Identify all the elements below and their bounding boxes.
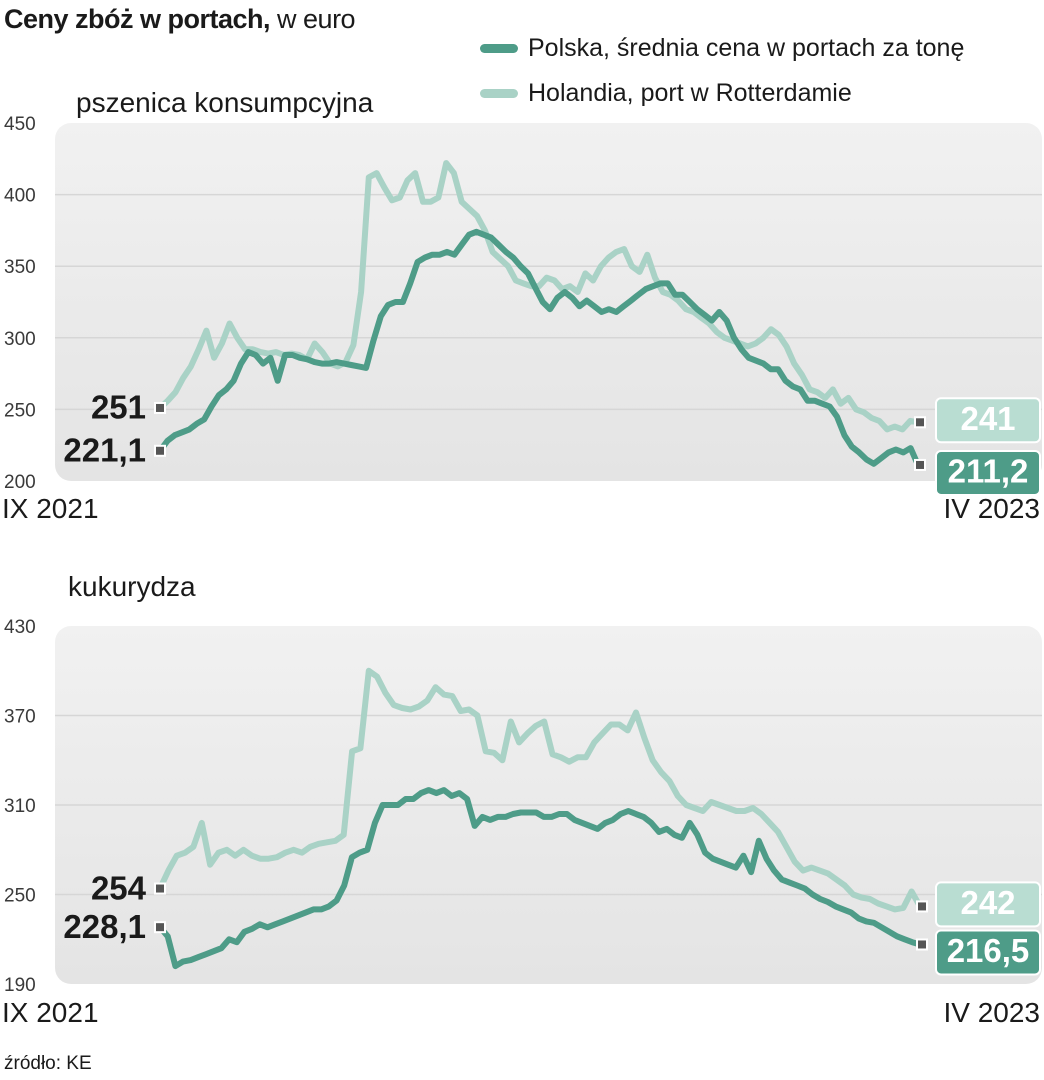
y-tick-label: 190 [4, 975, 36, 996]
title-bold: Ceny zbóż w portach, [4, 4, 271, 34]
chart-title: pszenica konsumpcyjna [76, 87, 374, 118]
x-end-label: IV 2023 [943, 997, 1040, 1028]
y-tick-label: 350 [4, 257, 36, 278]
series-line-polska [157, 787, 923, 970]
legend-label-polska: Polska, średnia cena w portach za tonę [528, 34, 965, 62]
chart-title: kukurydza [68, 571, 196, 602]
end-value-box-polska [935, 929, 1041, 976]
y-tick-label: 400 [4, 186, 36, 207]
chart-2: kukurydza 190 250 310 370 430 IX 2021 IV 2023 22… [2, 571, 1042, 1028]
y-tick-label: 310 [4, 796, 36, 817]
y-tick-label: 370 [4, 707, 36, 728]
end-marker-polska [916, 938, 928, 951]
start-marker-polska [154, 444, 166, 457]
chart-panel [55, 123, 1042, 481]
start-value-label-holandia: 251 [91, 389, 146, 426]
legend-item-holandia: Holandia, port w Rotterdamie [480, 79, 852, 108]
y-tick-label: 250 [4, 886, 36, 907]
end-marker-holandia [916, 900, 928, 913]
start-marker-polska [154, 921, 166, 934]
start-marker-holandia [154, 882, 166, 895]
y-tick-label: 450 [4, 114, 36, 135]
y-tick-label: 300 [4, 329, 36, 350]
series-line-polska [157, 228, 921, 468]
legend-item-polska: Polska, średnia cena w portach za tonę [480, 34, 964, 63]
end-value-label-polska: 211,2 [948, 453, 1029, 490]
legend-swatch-holandia [480, 89, 518, 98]
chart-main-title: Ceny zbóż w portach, w euro [4, 4, 356, 35]
end-value-label-holandia: 242 [960, 884, 1015, 921]
title-normal: w euro [270, 4, 356, 34]
end-value-box-holandia [935, 881, 1041, 928]
start-value-label-holandia: 254 [91, 869, 147, 906]
source-note: źródło: KE [4, 1053, 92, 1074]
y-tick-label: 430 [4, 617, 36, 638]
legend-label-holandia: Holandia, port w Rotterdamie [528, 79, 852, 107]
end-value-label-holandia: 241 [960, 400, 1015, 437]
y-tick-label: 200 [4, 472, 36, 493]
end-value-box-holandia [935, 397, 1041, 444]
x-end-label: IV 2023 [943, 493, 1040, 524]
chart-1: pszenica konsumpcyjna 200 250 300 350 400 450 I… [2, 87, 1042, 524]
start-value-label-polska: 221,1 [63, 432, 146, 469]
start-value-label-polska: 228,1 [63, 908, 146, 945]
end-marker-polska [914, 458, 926, 471]
series-line-holandia [157, 667, 923, 913]
start-marker-holandia [154, 401, 166, 414]
x-start-label: IX 2021 [2, 493, 99, 524]
x-start-label: IX 2021 [2, 997, 99, 1028]
end-marker-holandia [914, 416, 926, 429]
end-value-label-polska: 216,5 [947, 932, 1030, 969]
y-tick-label: 250 [4, 400, 36, 421]
legend-swatch-polska [480, 44, 518, 53]
end-value-box-polska [935, 449, 1041, 496]
